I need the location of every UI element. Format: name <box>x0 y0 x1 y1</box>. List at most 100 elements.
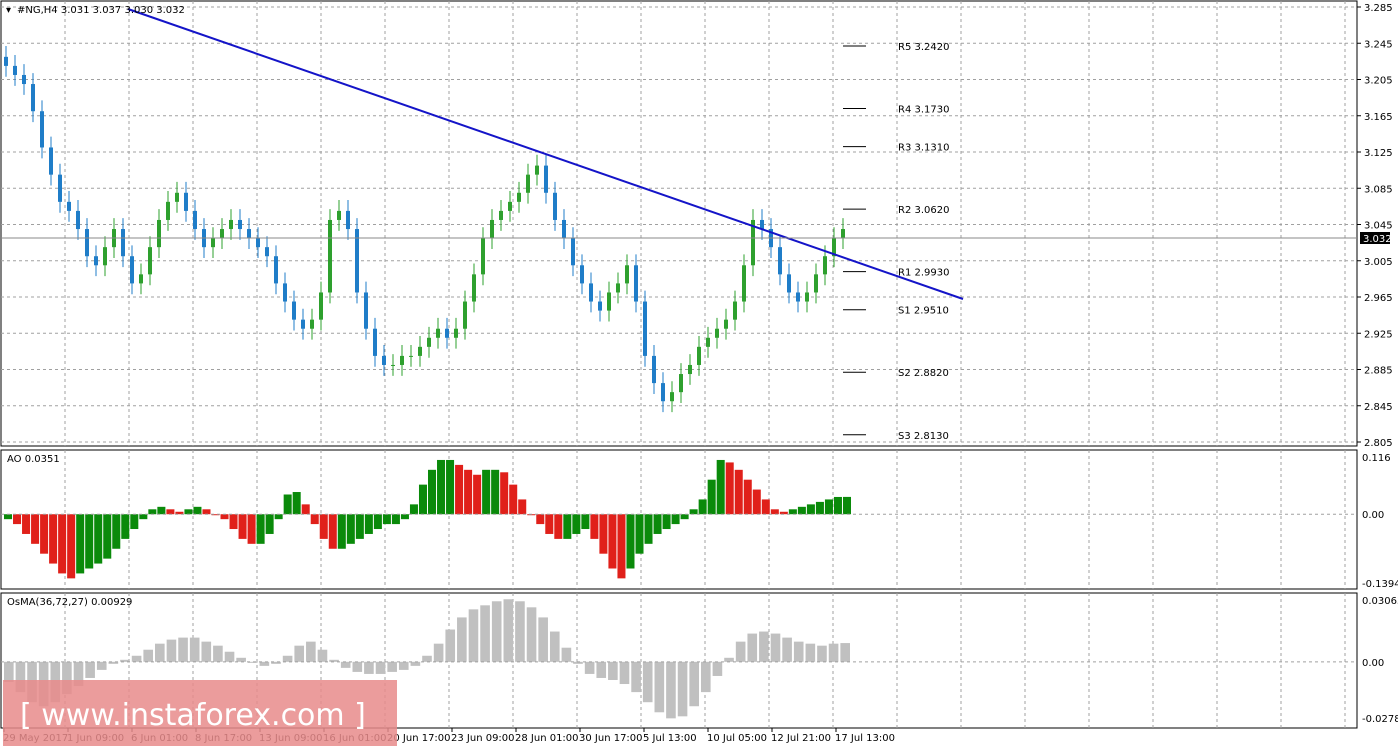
candle-body <box>319 292 323 320</box>
price-tick-label: 2.965 <box>1364 293 1393 304</box>
candle-body <box>634 265 638 302</box>
time-tick-label: 30 Jun 17:00 <box>579 733 643 744</box>
ao-bar <box>130 514 139 530</box>
ao-bar <box>265 514 274 534</box>
ao-bar <box>734 469 743 515</box>
ao-bar <box>518 499 527 515</box>
ao-bar <box>58 514 67 574</box>
ao-bar <box>707 479 716 515</box>
osma-bar <box>329 659 339 662</box>
osma-bar <box>642 661 653 703</box>
ao-bar <box>581 514 590 530</box>
osma-bar <box>131 655 142 662</box>
candle-body <box>706 337 710 347</box>
candle-body <box>454 328 458 338</box>
ao-bar <box>391 514 400 525</box>
candle-body <box>76 210 80 230</box>
ao-bar <box>31 514 40 544</box>
osma-bar <box>549 631 560 662</box>
candle-body <box>400 355 404 365</box>
candle-body <box>445 328 449 338</box>
osma-bar <box>782 637 792 662</box>
ao-bar <box>301 504 310 515</box>
candle-body <box>526 174 530 193</box>
ao-bar <box>364 514 373 534</box>
ao-bar <box>49 514 58 564</box>
ao-bar <box>310 514 319 525</box>
candle-body <box>724 319 728 329</box>
candle-body <box>94 256 98 266</box>
osma-bar <box>340 661 351 668</box>
osma-bar <box>480 605 490 662</box>
osma-bar <box>561 647 572 662</box>
candle-body <box>121 229 125 257</box>
candle-body <box>499 210 503 220</box>
pivot-levels: R5 3.2420 R4 3.1730 R3 3.1310 R2 3.0620 R1 2… <box>843 42 949 442</box>
candle-body <box>823 256 827 275</box>
osma-bar <box>4 661 14 683</box>
candle-body <box>481 238 485 275</box>
candle-body <box>184 192 188 211</box>
osma-bar <box>515 601 525 662</box>
chart-header-arrow[interactable]: ▾ <box>6 5 11 16</box>
price-tick-label: 3.085 <box>1364 184 1393 195</box>
osma-bar <box>271 661 281 664</box>
osma-bar <box>62 661 72 695</box>
price-tick-label: 3.245 <box>1364 39 1393 50</box>
ao-bar <box>608 514 617 569</box>
candle-body <box>229 219 233 230</box>
time-tick-label: 23 Jun 09:00 <box>451 733 515 744</box>
osma-bar <box>178 637 188 662</box>
ao-bar <box>337 514 346 549</box>
price-tick-label: 3.285 <box>1364 3 1393 14</box>
ao-bar <box>247 514 256 544</box>
ao-bar <box>626 514 635 569</box>
candle-body <box>67 201 71 211</box>
ao-bar <box>770 509 779 515</box>
price-tick-label: 3.125 <box>1364 148 1393 159</box>
main-panel-frame <box>0 0 1358 447</box>
osma-bar <box>828 643 839 662</box>
ao-bar <box>13 514 22 525</box>
osma-label: OsMA(36,72,27) 0.00929 <box>7 597 132 608</box>
osma-bar <box>747 633 758 662</box>
candle-body <box>355 229 359 293</box>
candle-body <box>301 319 305 329</box>
current-price-text: 3.032 <box>1363 234 1392 245</box>
ao-bar <box>824 499 833 515</box>
watermark-background <box>3 680 397 746</box>
trendline[interactable] <box>127 8 964 300</box>
candle-body <box>436 328 440 338</box>
osma-bar <box>666 661 676 719</box>
candle-body <box>310 319 314 329</box>
ao-bar <box>166 509 175 515</box>
pivot-label: S2 2.8820 <box>898 368 949 379</box>
candle-body <box>652 355 656 384</box>
osma-bar <box>155 643 165 662</box>
ao-bar <box>806 504 815 515</box>
ao-bar <box>743 479 752 515</box>
ao-bar <box>76 514 85 574</box>
osma-bar <box>689 661 699 707</box>
ao-bar <box>689 509 698 515</box>
candle-body <box>427 337 431 347</box>
pivot-label: S1 2.9510 <box>898 306 949 317</box>
ao-bar <box>256 514 265 544</box>
ao-bar <box>761 499 770 515</box>
candle-body <box>715 328 719 338</box>
ao-bar <box>22 514 31 534</box>
candle-body <box>292 301 296 320</box>
candle-body <box>580 265 584 284</box>
current-price-badge <box>1360 232 1390 244</box>
candle-body <box>670 392 674 402</box>
candle-body <box>544 165 548 193</box>
candle-body <box>13 65 17 75</box>
symbol-line: #NG,H4 3.031 3.037 3.030 3.032 <box>17 5 185 16</box>
ao-bar <box>157 506 166 515</box>
pivot-label: R1 2.9930 <box>898 268 949 279</box>
osma-bar <box>422 655 432 662</box>
ao-bar <box>446 459 455 515</box>
osma-bar <box>840 643 850 662</box>
osma-bar <box>375 661 386 674</box>
